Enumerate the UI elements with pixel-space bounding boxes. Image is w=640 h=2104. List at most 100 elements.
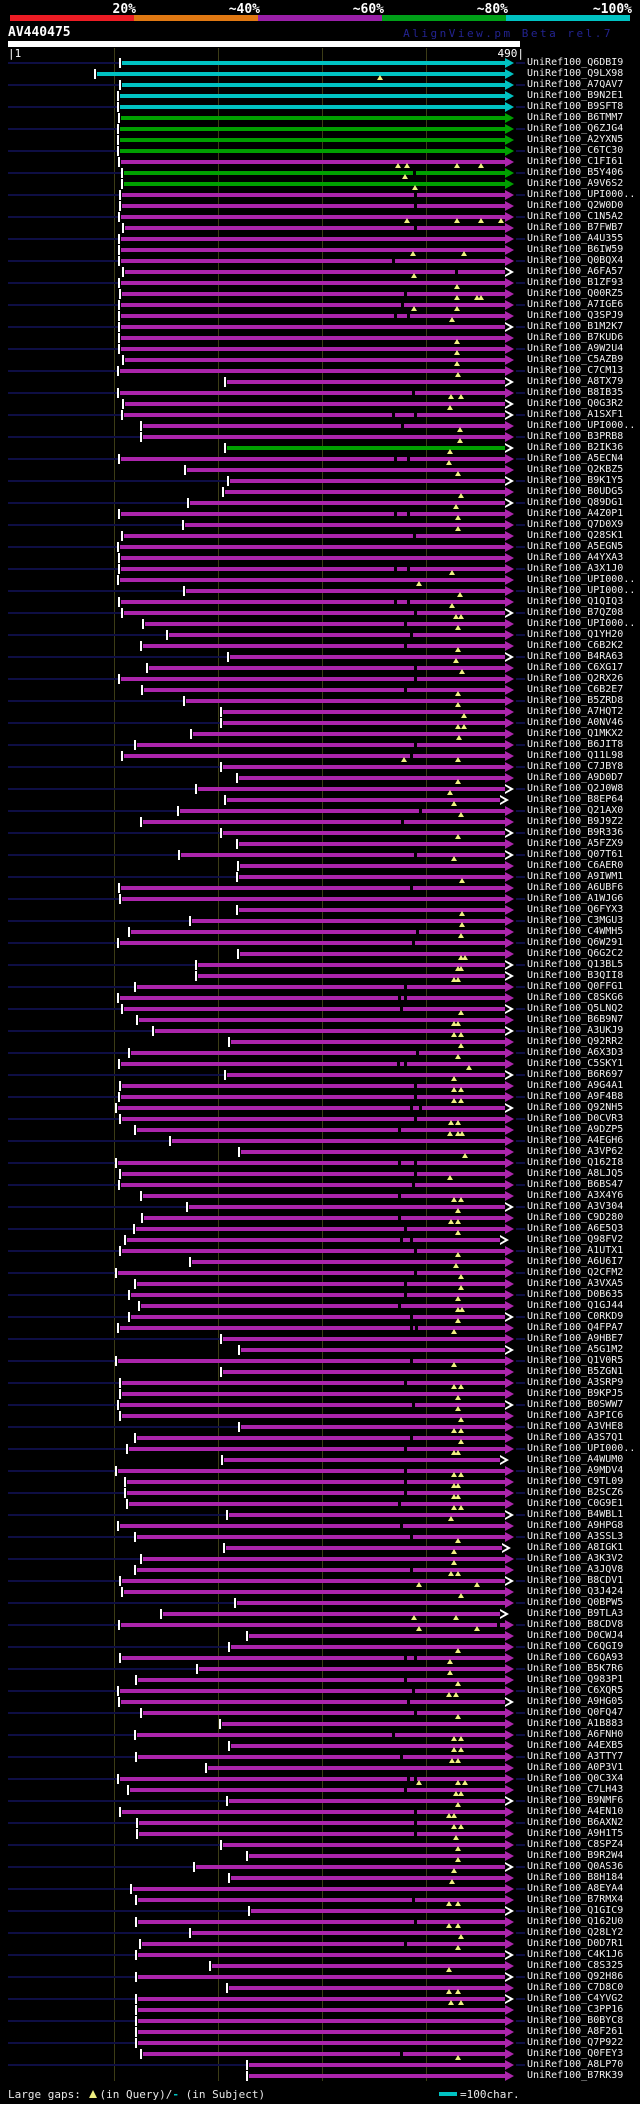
subject-label[interactable]: UniRef100_Q9LX98 (527, 68, 624, 79)
alignment-bar[interactable] (225, 490, 505, 494)
subject-label[interactable]: UniRef100_B6R697 (527, 1069, 624, 1080)
alignment-bar[interactable] (144, 688, 505, 692)
alignment-bar[interactable] (227, 380, 505, 384)
alignment-bar[interactable] (122, 1117, 505, 1121)
subject-label[interactable]: UniRef100_Q11L98 (527, 750, 624, 761)
alignment-bar[interactable] (121, 336, 505, 340)
alignment-bar[interactable] (122, 1381, 505, 1385)
subject-label[interactable]: UniRef100_A9D0D7 (527, 772, 624, 783)
subject-label[interactable]: UniRef100_C8S325 (527, 1960, 624, 1971)
alignment-bar[interactable] (122, 204, 505, 208)
subject-label[interactable]: UniRef100_Q0AS36 (527, 1861, 624, 1872)
subject-label[interactable]: UniRef100_Q1MKX2 (527, 728, 624, 739)
subject-label[interactable]: UniRef100_B9KPJ5 (527, 1388, 624, 1399)
subject-label[interactable]: UniRef100_B6B9N7 (527, 1014, 624, 1025)
subject-label[interactable]: UniRef100_B7RK39 (527, 2070, 624, 2081)
alignment-bar[interactable] (121, 248, 505, 252)
subject-label[interactable]: UniRef100_Q28SK1 (527, 530, 624, 541)
subject-label[interactable]: UniRef100_Q0FFG1 (527, 981, 624, 992)
alignment-bar[interactable] (121, 600, 505, 604)
subject-label[interactable]: UniRef100_A4WUM0 (527, 1454, 624, 1465)
alignment-bar[interactable] (124, 534, 505, 538)
alignment-bar[interactable] (122, 1810, 505, 1814)
subject-label[interactable]: UniRef100_C3PP16 (527, 2004, 624, 2015)
alignment-bar[interactable] (125, 270, 505, 274)
alignment-bar[interactable] (121, 237, 505, 241)
subject-label[interactable]: UniRef100_B9NMF6 (527, 1795, 624, 1806)
subject-label[interactable]: UniRef100_Q0BQX4 (527, 255, 624, 266)
subject-label[interactable]: UniRef100_A1B883 (527, 1718, 624, 1729)
alignment-bar[interactable] (120, 391, 505, 395)
subject-label[interactable]: UniRef100_B9J9Z2 (527, 816, 624, 827)
alignment-bar[interactable] (239, 776, 505, 780)
subject-label[interactable]: UniRef100_A7IGE6 (527, 299, 624, 310)
alignment-bar[interactable] (181, 853, 505, 857)
alignment-bar[interactable] (137, 743, 505, 747)
subject-label[interactable]: UniRef100_C1FI61 (527, 156, 624, 167)
alignment-bar[interactable] (143, 435, 505, 439)
subject-label[interactable]: UniRef100_B0BYC8 (527, 2015, 624, 2026)
alignment-bar[interactable] (120, 127, 505, 131)
subject-label[interactable]: UniRef100_Q07T61 (527, 849, 624, 860)
subject-label[interactable]: UniRef100_Q162I8 (527, 1157, 624, 1168)
subject-label[interactable]: UniRef100_A9MDV4 (527, 1465, 624, 1476)
alignment-bar[interactable] (136, 1227, 505, 1231)
subject-label[interactable]: UniRef100_A6FNH0 (527, 1729, 624, 1740)
alignment-bar[interactable] (124, 754, 505, 758)
alignment-bar[interactable] (122, 1084, 505, 1088)
alignment-bar[interactable] (186, 699, 505, 703)
alignment-bar[interactable] (127, 1238, 500, 1242)
subject-label[interactable]: UniRef100_C0RKD9 (527, 1311, 624, 1322)
alignment-bar[interactable] (144, 1216, 505, 1220)
subject-label[interactable]: UniRef100_C3MGU3 (527, 915, 624, 926)
alignment-bar[interactable] (229, 1986, 505, 1990)
alignment-bar[interactable] (199, 1667, 505, 1671)
alignment-bar[interactable] (241, 1348, 505, 1352)
alignment-bar[interactable] (192, 1931, 505, 1935)
subject-label[interactable]: UniRef100_B8H184 (527, 1872, 624, 1883)
alignment-bar[interactable] (121, 281, 505, 285)
alignment-bar[interactable] (122, 1656, 505, 1660)
alignment-bar[interactable] (125, 358, 505, 362)
alignment-bar[interactable] (229, 1513, 505, 1517)
alignment-bar[interactable] (224, 1458, 500, 1462)
alignment-bar[interactable] (122, 292, 505, 296)
alignment-bar[interactable] (142, 1942, 505, 1946)
subject-label[interactable]: UniRef100_D0D7R1 (527, 1938, 624, 1949)
alignment-bar[interactable] (223, 1370, 505, 1374)
subject-label[interactable]: UniRef100_A9HBE7 (527, 1333, 624, 1344)
alignment-bar[interactable] (122, 1392, 505, 1396)
alignment-bar[interactable] (120, 369, 505, 373)
alignment-bar[interactable] (226, 1546, 502, 1550)
subject-label[interactable]: UniRef100_A3X4Y6 (527, 1190, 624, 1201)
alignment-bar[interactable] (155, 1029, 505, 1033)
alignment-bar[interactable] (172, 1139, 505, 1143)
subject-label[interactable]: UniRef100_A4EGH6 (527, 1135, 624, 1146)
alignment-bar[interactable] (120, 94, 505, 98)
subject-label[interactable]: UniRef100_Q13BL5 (527, 959, 624, 970)
alignment-bar[interactable] (121, 314, 505, 318)
alignment-bar[interactable] (223, 765, 505, 769)
alignment-bar[interactable] (120, 1524, 505, 1528)
subject-label[interactable]: UniRef100_B3QII8 (527, 970, 624, 981)
alignment-bar[interactable] (138, 1953, 505, 1957)
subject-label[interactable]: UniRef100_B8EP64 (527, 794, 624, 805)
alignment-bar[interactable] (124, 182, 505, 186)
alignment-bar[interactable] (143, 2052, 505, 2056)
alignment-bar[interactable] (120, 1689, 505, 1693)
alignment-bar[interactable] (223, 1337, 505, 1341)
subject-label[interactable]: UniRef100_A3UKJ9 (527, 1025, 624, 1036)
alignment-bar[interactable] (131, 1315, 505, 1319)
alignment-bar[interactable] (122, 1249, 505, 1253)
subject-label[interactable]: UniRef100_A6U6I7 (527, 1256, 624, 1267)
subject-label[interactable]: UniRef100_A6E5Q3 (527, 1223, 624, 1234)
alignment-bar[interactable] (229, 1799, 505, 1803)
alignment-bar[interactable] (249, 2063, 505, 2067)
alignment-bar[interactable] (121, 1623, 505, 1627)
alignment-bar[interactable] (241, 1425, 505, 1429)
alignment-bar[interactable] (251, 1909, 505, 1913)
alignment-bar[interactable] (121, 677, 505, 681)
subject-label[interactable]: UniRef100_UPI000.. (527, 618, 636, 629)
alignment-bar[interactable] (121, 886, 505, 890)
alignment-bar[interactable] (120, 105, 505, 109)
